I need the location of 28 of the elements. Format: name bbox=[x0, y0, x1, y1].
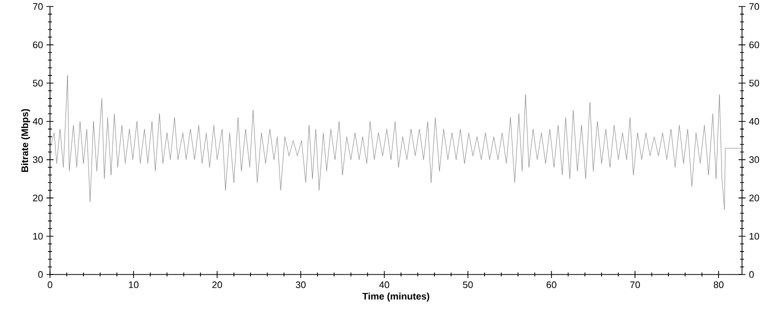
y2-tick-label: 50 bbox=[749, 80, 760, 87]
x-tick-label: 30 bbox=[296, 282, 306, 288]
line-series bbox=[50, 75, 742, 210]
y-tick-label: 10 bbox=[33, 233, 43, 240]
x-tick-label: 40 bbox=[379, 282, 390, 288]
y-tick-label: 60 bbox=[33, 42, 43, 48]
y-tick-label: 0 bbox=[38, 271, 43, 278]
y2-tick-label: 60 bbox=[749, 42, 760, 48]
x-tick-label: 10 bbox=[129, 282, 138, 288]
y-tick-label: 40 bbox=[32, 118, 43, 125]
x-axis-title: Time (minutes) bbox=[362, 292, 430, 302]
y2-tick-label: 70 bbox=[749, 3, 760, 10]
x-tick-label: 70 bbox=[630, 282, 640, 288]
y2-tick-label: 40 bbox=[749, 118, 760, 125]
y2-tick-label: 30 bbox=[749, 156, 760, 164]
y-tick-label: 50 bbox=[32, 80, 43, 87]
x-tick-label: 80 bbox=[714, 282, 724, 288]
x-tick-label: 60 bbox=[546, 282, 556, 288]
x-tick-label: 50 bbox=[462, 282, 473, 288]
x-tick-label: 20 bbox=[212, 282, 222, 288]
y-tick-label: 30 bbox=[32, 156, 43, 164]
y-tick-label: 70 bbox=[33, 3, 43, 10]
x-tick-label: 0 bbox=[48, 282, 52, 288]
y2-tick-label: 10 bbox=[750, 233, 760, 240]
y2-tick-label: 20 bbox=[749, 194, 760, 202]
y2-tick-label: 0 bbox=[749, 271, 754, 278]
y-tick-label: 20 bbox=[33, 194, 43, 202]
y-axis-title: Bitrate (Mbps) bbox=[21, 109, 30, 172]
